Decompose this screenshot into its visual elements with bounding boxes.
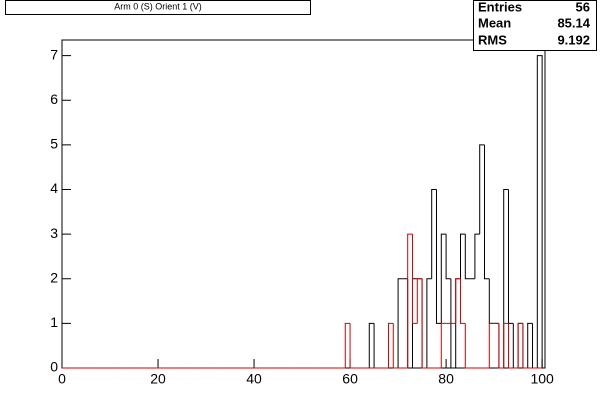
bar xyxy=(426,278,432,368)
bar xyxy=(445,234,451,280)
bar xyxy=(488,322,495,368)
bar xyxy=(522,323,528,369)
bar xyxy=(407,233,413,368)
bar xyxy=(503,188,509,368)
title-box xyxy=(5,0,311,15)
bar xyxy=(435,189,442,324)
bar xyxy=(536,55,543,368)
x-tick-label: 40 xyxy=(246,371,262,387)
bar xyxy=(416,278,423,324)
bar xyxy=(344,322,351,368)
stats-value: 9.192 xyxy=(557,32,590,47)
bar xyxy=(464,323,471,369)
bar xyxy=(498,323,504,369)
x-tick-label: 0 xyxy=(58,371,66,387)
bar xyxy=(431,188,437,279)
chart-title: Arm 0 (S) Orient 1 (V) xyxy=(114,1,202,11)
stats-value: 85.14 xyxy=(557,15,590,30)
bar xyxy=(349,323,355,369)
bar xyxy=(459,278,466,324)
bar xyxy=(440,233,447,324)
y-tick-label: 0 xyxy=(50,359,58,375)
bar xyxy=(503,322,509,368)
plot-frame xyxy=(61,39,546,369)
bar xyxy=(411,234,418,324)
bar xyxy=(368,322,375,368)
bar xyxy=(397,278,403,368)
bar xyxy=(479,144,485,235)
bar xyxy=(484,144,490,280)
bar xyxy=(455,278,461,324)
bar xyxy=(464,234,471,280)
bar xyxy=(440,322,447,368)
x-tick-label: 80 xyxy=(438,371,454,387)
x-tick-label: 60 xyxy=(342,371,358,387)
bar xyxy=(387,322,394,368)
y-tick-label: 6 xyxy=(50,91,58,107)
stats-label: RMS xyxy=(478,32,507,47)
x-tick-label: 20 xyxy=(150,371,166,387)
bar xyxy=(508,189,514,324)
bar xyxy=(474,233,480,279)
y-tick-label: 4 xyxy=(50,180,58,196)
bar xyxy=(508,323,514,369)
y-tick-label: 2 xyxy=(50,269,58,285)
bar xyxy=(459,233,466,279)
stats-value: 56 xyxy=(576,0,590,14)
y-tick-label: 3 xyxy=(50,225,58,241)
y-tick-label: 1 xyxy=(50,314,58,330)
bar xyxy=(517,322,523,368)
x-tick-label: 100 xyxy=(530,371,554,387)
stats-box xyxy=(473,0,597,51)
bar xyxy=(421,278,427,369)
y-tick-label: 5 xyxy=(50,136,58,152)
y-tick-label: 7 xyxy=(50,46,58,62)
stats-label: Mean xyxy=(478,15,511,30)
bar xyxy=(450,278,456,369)
stats-label: Entries xyxy=(478,0,522,14)
bar xyxy=(527,322,533,368)
bar xyxy=(392,323,399,369)
